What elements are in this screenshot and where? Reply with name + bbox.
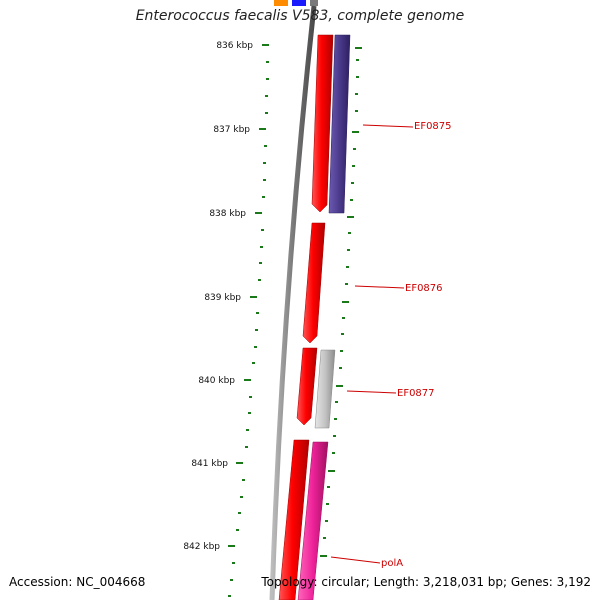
ruler-minor-ticks: [228, 61, 269, 597]
ruler-label: 838 kbp: [209, 209, 246, 219]
ruler-label: 842 kbp: [183, 542, 220, 552]
top-feature-blue: [292, 0, 306, 6]
ruler-label: 841 kbp: [191, 459, 228, 469]
top-feature-orange: [274, 0, 288, 6]
gene-ef0876-arrow[interactable]: [302, 222, 326, 344]
gene-label-pola[interactable]: polA: [381, 558, 403, 569]
top-feature-gray: [310, 0, 318, 6]
gene-ef0875-partner[interactable]: [328, 34, 351, 214]
topology-text: Topology: circular; Length: 3,218,031 bp…: [261, 575, 591, 589]
gene-label-leaders: [330, 124, 414, 564]
gene-ef0877-partner[interactable]: [314, 349, 336, 429]
gene-pola-arrow[interactable]: [278, 439, 310, 600]
topology-label: Topology: circular; Length: 3,218,031 bp…: [261, 575, 591, 589]
ruler-label: 840 kbp: [198, 376, 235, 386]
gene-ef0877-arrow[interactable]: [296, 347, 318, 426]
accession-label: Accession: NC_004668: [9, 575, 146, 589]
gene-ef0875-arrow[interactable]: [311, 34, 334, 213]
ruler-labels: 836 kbp 837 kbp 838 kbp 839 kbp 840 kbp …: [183, 41, 253, 552]
gene-label-ef0875[interactable]: EF0875: [414, 121, 452, 132]
gene-label-ef0877[interactable]: EF0877: [397, 388, 435, 399]
gene-pola-partner[interactable]: [297, 441, 329, 600]
gene-label-ef0876[interactable]: EF0876: [405, 283, 443, 294]
genome-backbone: [269, 5, 317, 600]
ruler-label: 839 kbp: [204, 293, 241, 303]
ruler-label: 837 kbp: [213, 125, 250, 135]
map-title: Enterococcus faecalis V583, complete gen…: [135, 8, 465, 24]
ruler-label: 836 kbp: [216, 41, 253, 51]
ruler-major-ticks: [228, 44, 269, 547]
outer-ruler-ticks: [320, 47, 362, 557]
